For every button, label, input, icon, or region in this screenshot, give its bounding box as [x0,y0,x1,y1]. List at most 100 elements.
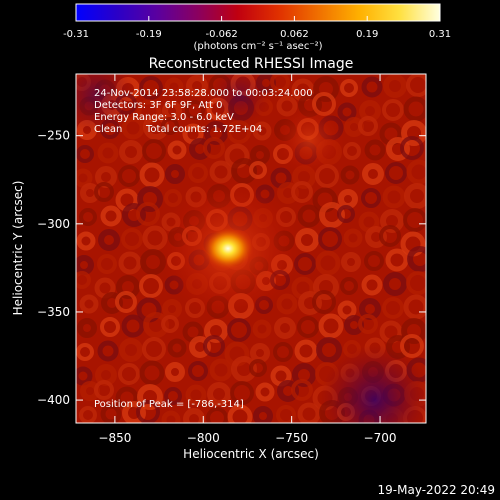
ripple-ring [167,140,187,160]
ripple-ring [76,366,93,386]
annotation-total-counts: Total counts: 1.72E+04 [145,124,262,135]
colorbar-tick-label: 0.19 [356,29,378,40]
ripple-ring [101,292,123,314]
ripple-ring [121,228,143,250]
ripple-ring [386,137,410,161]
ripple-ring [185,100,205,120]
ripple-ring [227,404,253,423]
ripple-ring [382,297,404,319]
ripple-ring [143,312,169,338]
annotation-energy-range: Energy Range: 3.0 - 6.0 keV [94,112,234,123]
ripple-ring [406,159,426,185]
ripple-ring [274,317,296,339]
annotation-time-range: 24-Nov-2014 23:58:28.000 to 00:03:24.000 [94,88,313,99]
ripple-ring [100,403,122,423]
colorbar-tick-label: -0.31 [63,29,89,40]
annotation-method: Clean [94,124,122,135]
ripple-ring [343,228,363,248]
ripple-ring [337,300,357,320]
ripple-ring [97,142,119,164]
ripple-ring [161,315,179,333]
ripple-ring [189,336,211,358]
ripple-ring [136,202,160,226]
colorbar-ticks: -0.31 -0.19 -0.062 0.062 0.19 0.31 [63,16,451,40]
ripple-ring [298,291,322,315]
x-tick-label: −800 [187,431,220,445]
ripple-ring [164,387,182,405]
ripple-ring [100,205,122,227]
ripple-ring [340,165,360,185]
ripple-ring [79,208,97,226]
ripple-ring [337,205,355,223]
y-tick-label: −250 [37,129,70,143]
y-tick-label: −350 [37,305,70,319]
colorbar-tick-label: -0.19 [136,29,162,40]
ripple-ring [143,114,169,140]
y-axis-ticks: −250 −300 −350 −400 [37,129,426,407]
ripple-ring [94,380,114,400]
ripple-ring [361,188,381,208]
ripple-ring [337,102,357,122]
ripple-ring [79,294,99,314]
ripple-ring [315,250,341,276]
x-tick-label: −750 [275,431,308,445]
plot-frame [75,73,427,424]
ripple-ring [139,274,163,298]
ripple-ring [407,246,426,272]
ripple-ring [97,254,117,274]
ripple-ring [383,74,407,98]
ripple-ring [136,400,160,423]
annotation-detectors: Detectors: 3F 6F 9F, Att 0 [94,100,222,111]
ripple-ring [189,138,211,160]
ripple-ring [164,189,182,207]
footer-timestamp: 19-May-2022 20:49 [378,483,495,497]
y-axis-label: Heliocentric Y (arcsec) [11,181,25,316]
ripple-ring [340,79,358,97]
ripple-ring [118,363,140,385]
ripple-ring [340,277,358,295]
ripple-ring [252,319,272,339]
ripple-ring [161,117,179,135]
heatmap-plot [76,74,426,423]
ripple-ring [77,318,97,338]
ripple-ring [364,139,386,161]
y-tick-label: −400 [37,393,70,407]
ripple-ring [227,318,251,342]
colorbar-unit-label: (photons cm⁻² s⁻¹ asec⁻²) [193,41,322,52]
ripple-ring [115,291,137,313]
ripple-ring [204,121,228,145]
ripple-ring [291,181,313,203]
ripple-ring [343,142,361,160]
ripple-ring [121,314,145,338]
colorbar-tick-label: 0.062 [280,29,309,40]
annotation-peak-position: Position of Peak = [-786,-314] [94,399,244,410]
ripple-ring [312,290,336,314]
ripple-ring [297,204,321,228]
ripple-ring [122,401,146,423]
ripple-ring [403,208,426,232]
ripple-ring [76,145,94,163]
ripple-ring [382,185,406,209]
ripple-ring [119,140,143,164]
heatmap-peak-source [202,226,254,271]
ripple-ring [116,275,140,299]
ripple-ring [400,334,424,358]
ripple-ring [165,362,185,382]
ripple-ring [277,380,299,402]
ripple-ring [276,293,298,315]
ripple-ring [188,361,208,381]
ripple-ring [122,203,146,227]
x-axis-label: Heliocentric X (arcsec) [183,447,319,461]
ripple-ring [403,96,426,122]
ripple-ring [121,116,145,140]
ripple-ring [297,402,321,423]
ripple-ring [252,121,272,141]
ripple-ring [270,74,290,92]
ripple-ring [203,335,225,357]
ripple-ring [98,229,120,251]
ripple-ring [385,162,407,184]
ripple-ring [341,252,361,272]
ripple-ring [203,137,225,159]
ripple-ring [253,406,273,423]
ripple-ring [406,74,426,97]
